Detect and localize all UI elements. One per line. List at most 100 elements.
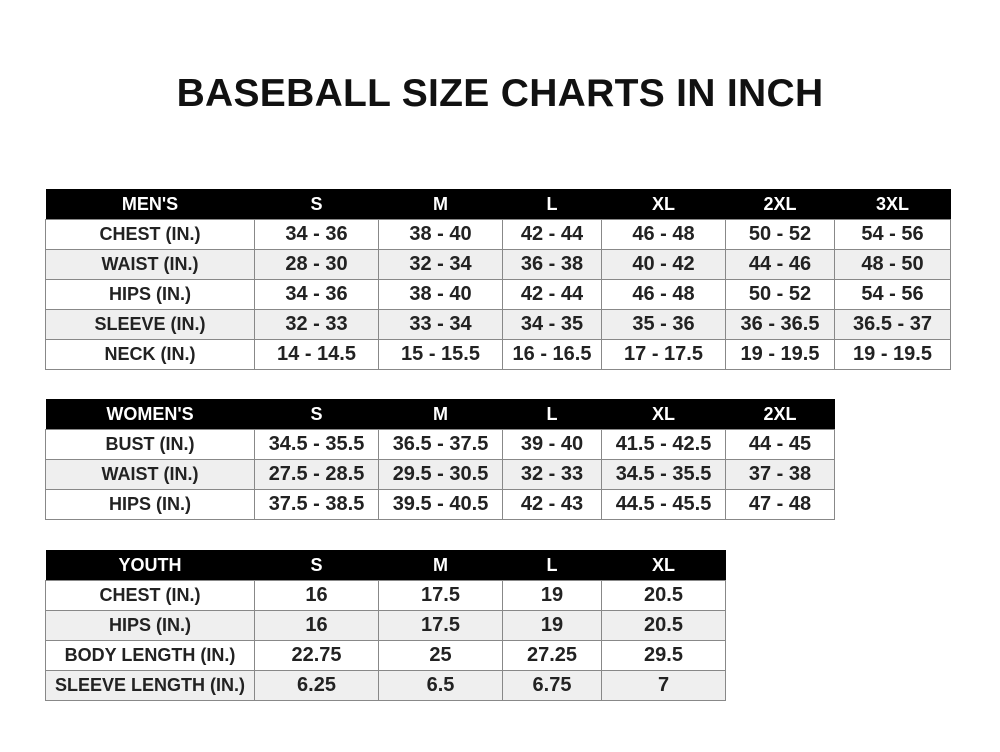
measurement-value: 7 bbox=[601, 670, 726, 701]
measurement-value: 17 - 17.5 bbox=[601, 339, 726, 370]
measurement-value: 16 bbox=[254, 610, 379, 641]
measurement-value: 29.5 bbox=[601, 640, 726, 671]
measurement-value: 16 - 16.5 bbox=[502, 339, 602, 370]
measurement-value: 25 bbox=[378, 640, 503, 671]
table-row: NECK (IN.) 14 - 14.5 15 - 15.5 16 - 16.5 17 … bbox=[45, 339, 951, 370]
size-header-cell: XL bbox=[601, 189, 726, 220]
size-header-cell: XL bbox=[601, 550, 726, 581]
measurement-label: WAIST (IN.) bbox=[45, 459, 255, 490]
table-title-cell: MEN'S bbox=[45, 189, 255, 220]
measurement-value: 35 - 36 bbox=[601, 309, 726, 340]
measurement-value: 34 - 36 bbox=[254, 279, 379, 310]
measurement-value: 54 - 56 bbox=[834, 219, 951, 250]
youth-size-table: YOUTH S M L XL CHEST (IN.) 16 17.5 19 20.5 HIPS (I… bbox=[45, 550, 726, 701]
measurement-value: 6.75 bbox=[502, 670, 602, 701]
size-header-cell: L bbox=[502, 399, 602, 430]
table-row: BUST (IN.) 34.5 - 35.5 36.5 - 37.5 39 - 40 4… bbox=[45, 429, 835, 460]
measurement-value: 29.5 - 30.5 bbox=[378, 459, 503, 490]
measurement-value: 42 - 44 bbox=[502, 279, 602, 310]
measurement-value: 33 - 34 bbox=[378, 309, 503, 340]
measurement-value: 42 - 43 bbox=[502, 489, 602, 520]
measurement-value: 36.5 - 37.5 bbox=[378, 429, 503, 460]
men-size-table: MEN'S S M L XL 2XL 3XL CHEST (IN.) 34 - 36 38 - 4… bbox=[45, 189, 951, 370]
measurement-value: 17.5 bbox=[378, 580, 503, 611]
measurement-value: 6.25 bbox=[254, 670, 379, 701]
table-row: SLEEVE LENGTH (IN.) 6.25 6.5 6.75 7 bbox=[45, 670, 726, 701]
measurement-value: 36.5 - 37 bbox=[834, 309, 951, 340]
measurement-label: HIPS (IN.) bbox=[45, 489, 255, 520]
size-header-cell: L bbox=[502, 550, 602, 581]
measurement-value: 19 - 19.5 bbox=[725, 339, 835, 370]
measurement-value: 38 - 40 bbox=[378, 279, 503, 310]
measurement-value: 44 - 46 bbox=[725, 249, 835, 280]
measurement-label: SLEEVE (IN.) bbox=[45, 309, 255, 340]
page-title: BASEBALL SIZE CHARTS IN INCH bbox=[176, 72, 824, 115]
size-header-cell: S bbox=[254, 399, 379, 430]
table-row: WAIST (IN.) 27.5 - 28.5 29.5 - 30.5 32 - 33… bbox=[45, 459, 835, 490]
header-row: WOMEN'S S M L XL 2XL bbox=[45, 399, 835, 430]
measurement-value: 20.5 bbox=[601, 610, 726, 641]
measurement-value: 19 bbox=[502, 610, 602, 641]
measurement-value: 40 - 42 bbox=[601, 249, 726, 280]
measurement-value: 27.25 bbox=[502, 640, 602, 671]
table-title-cell: WOMEN'S bbox=[45, 399, 255, 430]
measurement-label: SLEEVE LENGTH (IN.) bbox=[45, 670, 255, 701]
measurement-value: 38 - 40 bbox=[378, 219, 503, 250]
measurement-value: 50 - 52 bbox=[725, 219, 835, 250]
measurement-value: 32 - 33 bbox=[254, 309, 379, 340]
size-header-cell: L bbox=[502, 189, 602, 220]
measurement-value: 17.5 bbox=[378, 610, 503, 641]
measurement-value: 19 - 19.5 bbox=[834, 339, 951, 370]
measurement-label: CHEST (IN.) bbox=[45, 219, 255, 250]
measurement-value: 39.5 - 40.5 bbox=[378, 489, 503, 520]
table-title-cell: YOUTH bbox=[45, 550, 255, 581]
measurement-value: 54 - 56 bbox=[834, 279, 951, 310]
measurement-value: 37.5 - 38.5 bbox=[254, 489, 379, 520]
table-row: CHEST (IN.) 34 - 36 38 - 40 42 - 44 46 - 48 5… bbox=[45, 219, 951, 250]
measurement-value: 37 - 38 bbox=[725, 459, 835, 490]
measurement-value: 19 bbox=[502, 580, 602, 611]
women-size-table: WOMEN'S S M L XL 2XL BUST (IN.) 34.5 - 35.5 36.5… bbox=[45, 399, 835, 520]
size-header-cell: 3XL bbox=[834, 189, 951, 220]
size-header-cell: S bbox=[254, 550, 379, 581]
measurement-value: 48 - 50 bbox=[834, 249, 951, 280]
measurement-value: 34 - 36 bbox=[254, 219, 379, 250]
table-row: HIPS (IN.) 34 - 36 38 - 40 42 - 44 46 - 48 50… bbox=[45, 279, 951, 310]
measurement-label: BUST (IN.) bbox=[45, 429, 255, 460]
measurement-value: 34.5 - 35.5 bbox=[601, 459, 726, 490]
measurement-value: 27.5 - 28.5 bbox=[254, 459, 379, 490]
table-row: HIPS (IN.) 37.5 - 38.5 39.5 - 40.5 42 - 43 4… bbox=[45, 489, 835, 520]
measurement-label: HIPS (IN.) bbox=[45, 610, 255, 641]
measurement-label: CHEST (IN.) bbox=[45, 580, 255, 611]
measurement-value: 46 - 48 bbox=[601, 219, 726, 250]
size-header-cell: M bbox=[378, 189, 503, 220]
measurement-value: 41.5 - 42.5 bbox=[601, 429, 726, 460]
measurement-value: 6.5 bbox=[378, 670, 503, 701]
size-header-cell: M bbox=[378, 399, 503, 430]
measurement-value: 34.5 - 35.5 bbox=[254, 429, 379, 460]
header-row: MEN'S S M L XL 2XL 3XL bbox=[45, 189, 951, 220]
measurement-value: 16 bbox=[254, 580, 379, 611]
measurement-value: 32 - 33 bbox=[502, 459, 602, 490]
measurement-value: 36 - 38 bbox=[502, 249, 602, 280]
measurement-value: 44 - 45 bbox=[725, 429, 835, 460]
measurement-label: BODY LENGTH (IN.) bbox=[45, 640, 255, 671]
measurement-value: 20.5 bbox=[601, 580, 726, 611]
table-row: WAIST (IN.) 28 - 30 32 - 34 36 - 38 40 - 42 4… bbox=[45, 249, 951, 280]
size-header-cell: 2XL bbox=[725, 399, 835, 430]
size-header-cell: M bbox=[378, 550, 503, 581]
size-header-cell: 2XL bbox=[725, 189, 835, 220]
measurement-label: HIPS (IN.) bbox=[45, 279, 255, 310]
measurement-value: 32 - 34 bbox=[378, 249, 503, 280]
measurement-value: 44.5 - 45.5 bbox=[601, 489, 726, 520]
measurement-value: 50 - 52 bbox=[725, 279, 835, 310]
table-row: SLEEVE (IN.) 32 - 33 33 - 34 34 - 35 35 - 36… bbox=[45, 309, 951, 340]
measurement-value: 39 - 40 bbox=[502, 429, 602, 460]
measurement-value: 42 - 44 bbox=[502, 219, 602, 250]
measurement-label: NECK (IN.) bbox=[45, 339, 255, 370]
measurement-value: 15 - 15.5 bbox=[378, 339, 503, 370]
measurement-value: 47 - 48 bbox=[725, 489, 835, 520]
size-header-cell: S bbox=[254, 189, 379, 220]
measurement-label: WAIST (IN.) bbox=[45, 249, 255, 280]
size-header-cell: XL bbox=[601, 399, 726, 430]
